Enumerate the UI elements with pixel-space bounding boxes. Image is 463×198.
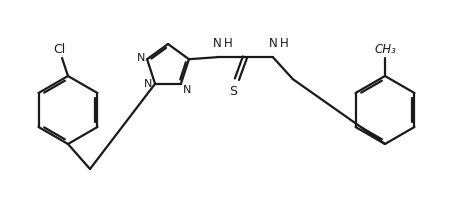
Text: N: N [182,85,191,95]
Text: H: H [224,37,232,50]
Text: N: N [144,79,152,89]
Text: N: N [137,53,145,63]
Text: S: S [228,85,237,98]
Text: N: N [268,37,277,50]
Text: H: H [279,37,288,50]
Text: N: N [212,37,221,50]
Text: CH₃: CH₃ [373,43,395,56]
Text: Cl: Cl [53,43,65,56]
